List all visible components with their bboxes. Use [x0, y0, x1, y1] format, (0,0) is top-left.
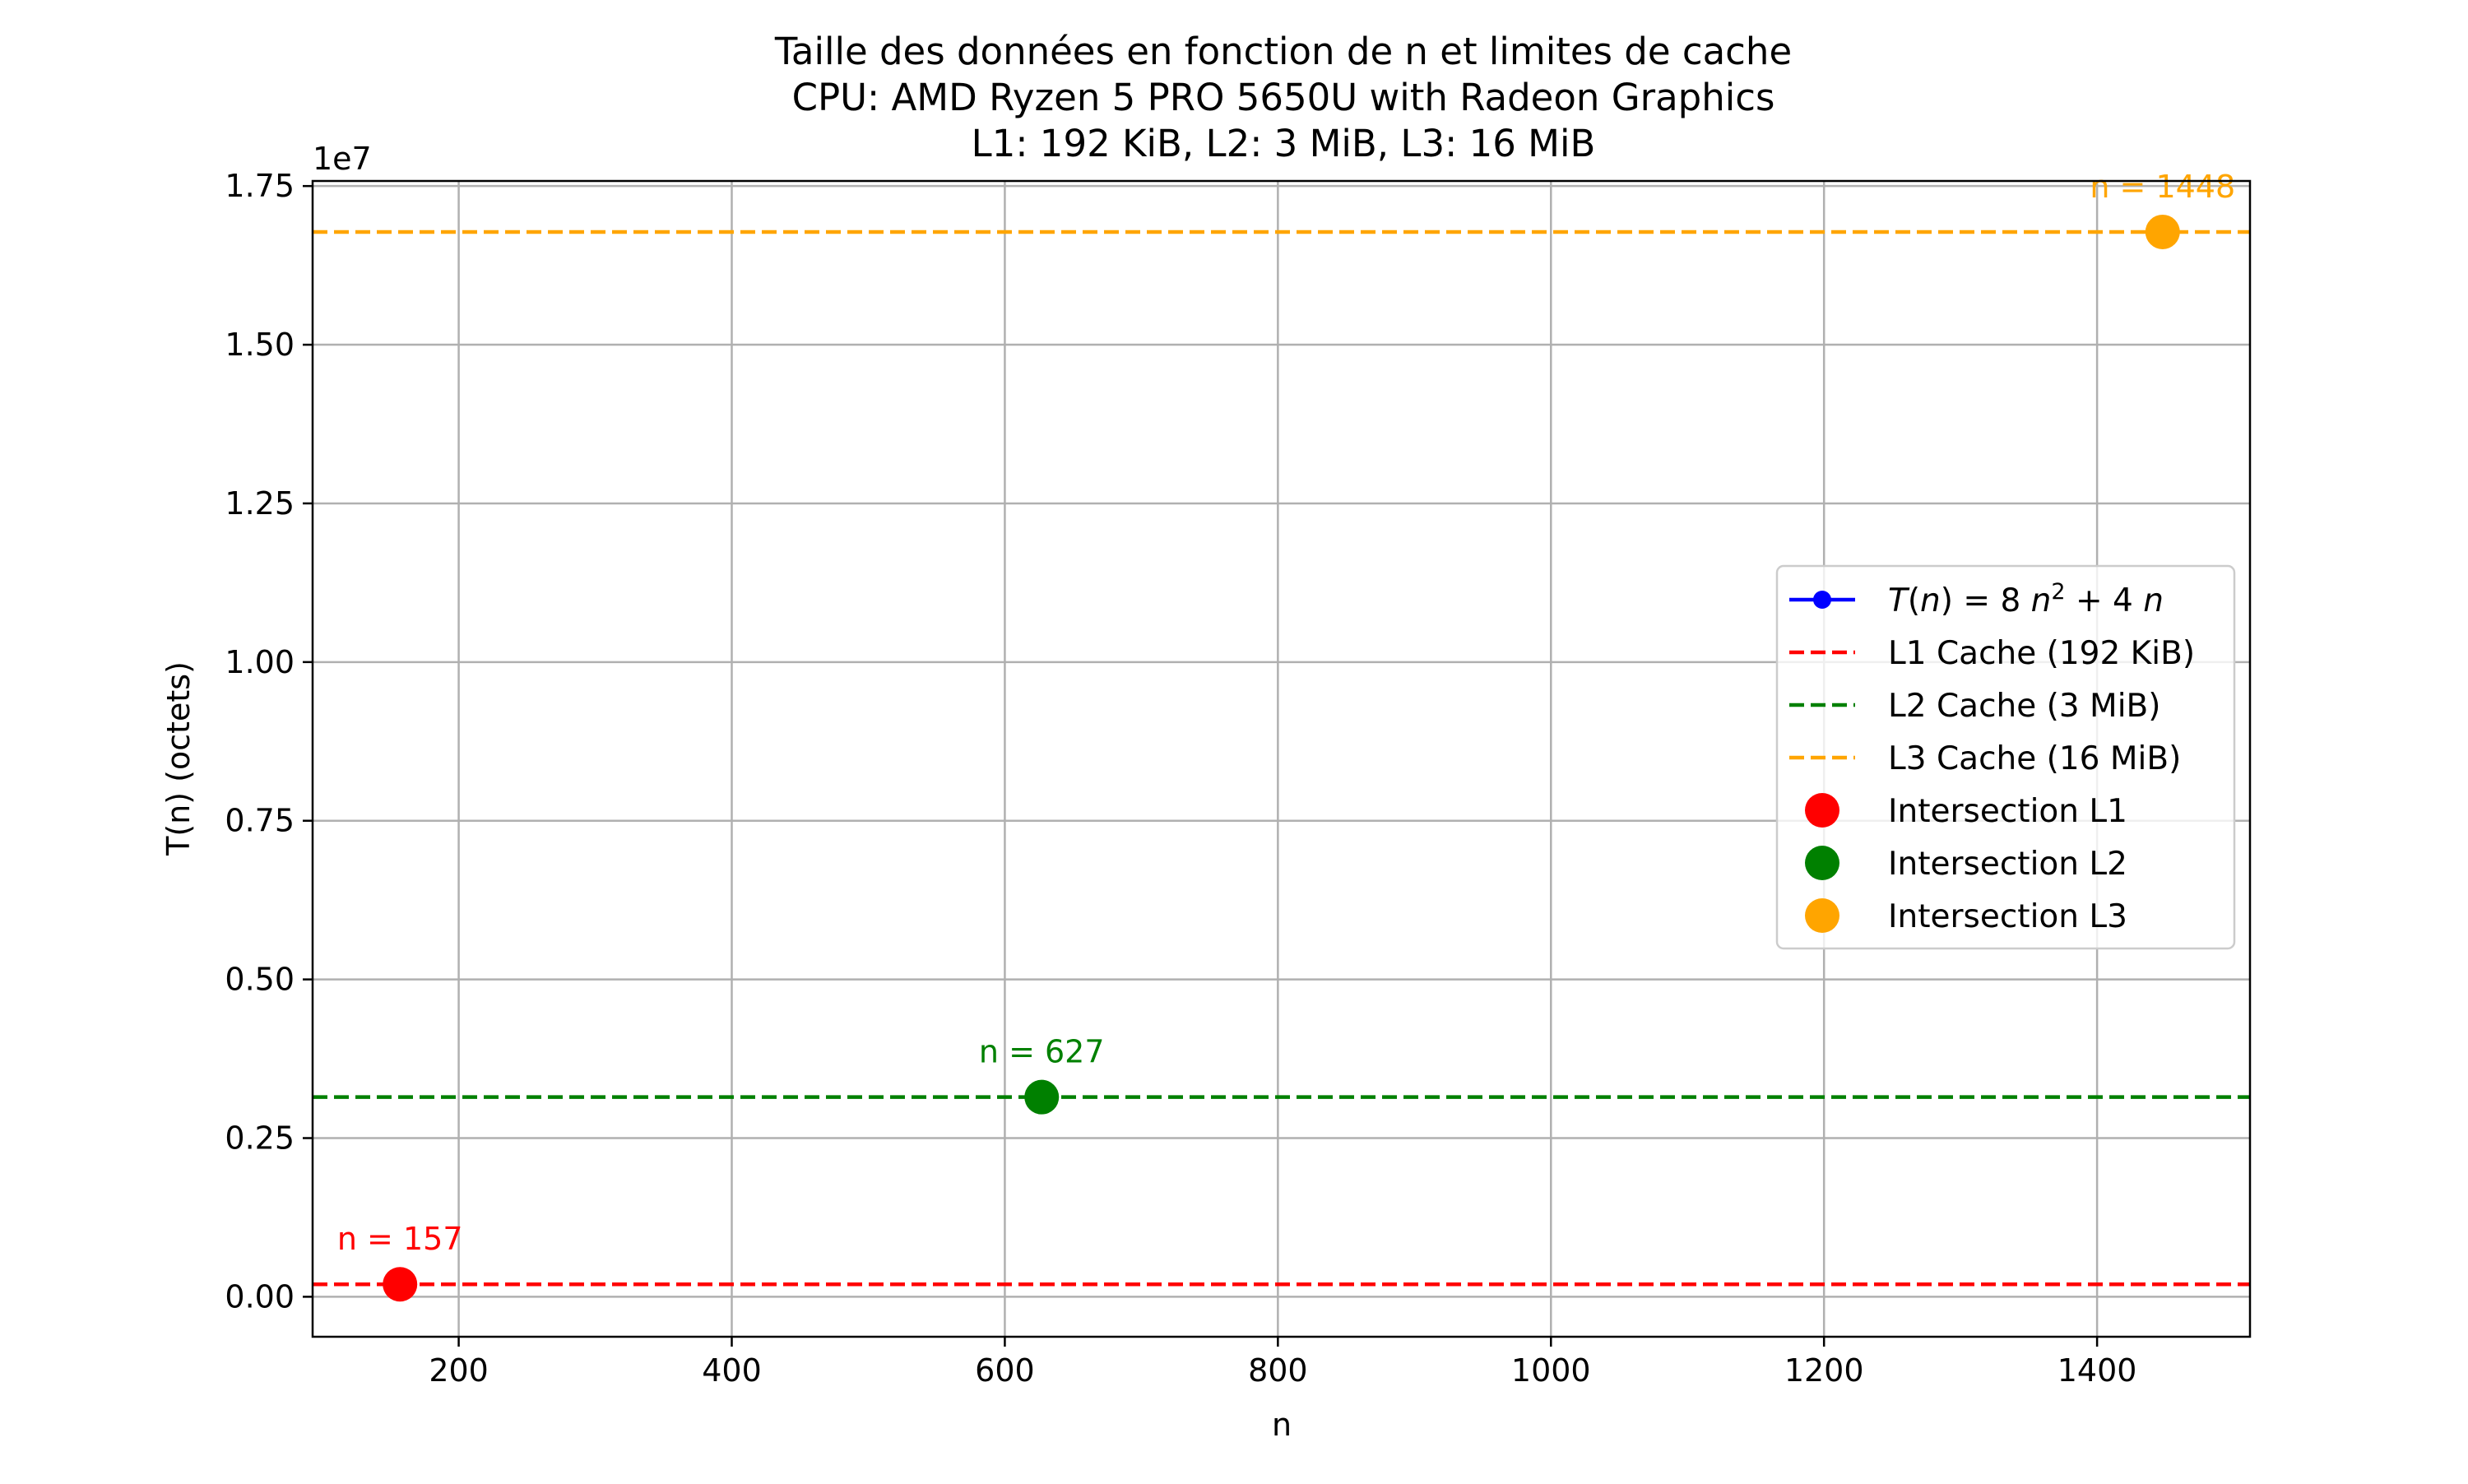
y-tick-label: 1.75	[225, 168, 295, 204]
x-tick-label: 1200	[1784, 1352, 1864, 1389]
x-axis-label: n	[1272, 1407, 1292, 1443]
intersection-label-l3: n = 1448	[2090, 169, 2235, 205]
legend-label-1: L1 Cache (192 KiB)	[1888, 635, 2195, 672]
legend-marker-formula	[1813, 591, 1831, 609]
intersection-label-l2: n = 627	[979, 1034, 1105, 1070]
intersection-point-l3	[2145, 214, 2180, 249]
legend-swatch-5	[1805, 846, 1839, 880]
legend: L1 Cache (192 KiB) L2 Cache (3 MiB) L3 Cac…	[1775, 564, 2236, 950]
legend-swatch-6	[1805, 898, 1839, 933]
y-tick-label: 0.75	[225, 803, 295, 839]
chart-title-line-2: CPU: AMD Ryzen 5 PRO 5650U with Radeon G…	[792, 76, 1775, 119]
legend-swatch-4	[1805, 793, 1839, 828]
y-axis-label: T(n) (octets)	[160, 661, 197, 856]
axis-ticks: 200 400 600 800 1000 1200 1400 0.00 0.25 0.50 0.75…	[225, 168, 2136, 1389]
legend-label-6: Intersection L3	[1888, 898, 2127, 935]
x-tick-label: 200	[429, 1352, 489, 1389]
intersection-point-l1	[383, 1267, 418, 1302]
intersection-point-l2	[1024, 1079, 1060, 1115]
y-tick-label: 1.00	[225, 644, 295, 680]
legend-label-5: Intersection L2	[1888, 846, 2127, 883]
chart-title-line-3: L1: 192 KiB, L2: 3 MiB, L3: 16 MiB	[972, 122, 1596, 165]
y-tick-label: 1.25	[225, 485, 295, 522]
intersection-points: n = 157 n = 627 n = 1448	[337, 169, 2235, 1302]
cache-lines	[313, 230, 2250, 1287]
legend-label-3: L3 Cache (16 MiB)	[1888, 740, 2181, 777]
x-tick-label: 800	[1248, 1352, 1308, 1389]
x-tick-label: 1000	[1511, 1352, 1591, 1389]
x-tick-label: 1400	[2057, 1352, 2137, 1389]
y-offset-label: 1e7	[313, 141, 372, 177]
legend-label-formula: T(n) = 8 n2 + 4 n	[1888, 579, 2164, 620]
x-tick-label: 600	[975, 1352, 1035, 1389]
y-tick-label: 0.00	[225, 1278, 295, 1315]
legend-label-4: Intersection L1	[1888, 793, 2127, 830]
intersection-label-l1: n = 157	[337, 1221, 463, 1257]
legend-box	[1775, 564, 2236, 950]
plot-area-frame	[311, 179, 2252, 1338]
chart-title-line-1: Taille des données en fonction de n et l…	[774, 30, 1792, 73]
y-tick-label: 0.25	[225, 1120, 295, 1157]
legend-label-2: L2 Cache (3 MiB)	[1888, 688, 2161, 725]
x-tick-label: 400	[702, 1352, 762, 1389]
y-tick-label: 1.50	[225, 327, 295, 363]
y-tick-label: 0.50	[225, 962, 295, 998]
